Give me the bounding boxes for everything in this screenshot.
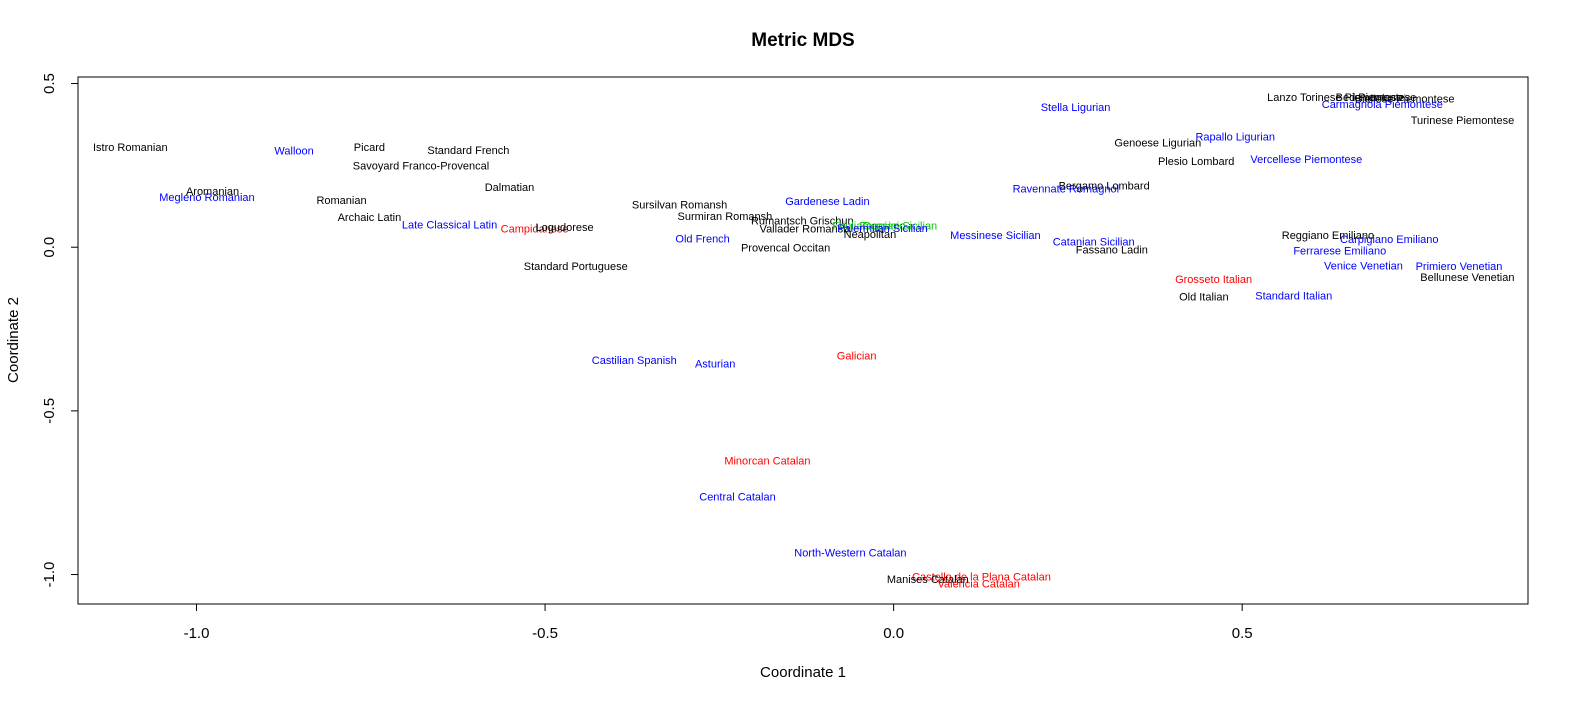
point-label: Biellese Piemontese xyxy=(1355,94,1455,106)
point-label: Grosseto Italian xyxy=(1175,274,1252,286)
y-axis: -1.0 -0.5 0.0 0.5 xyxy=(41,73,79,588)
point-label: Palermitan Sicilian xyxy=(837,223,927,235)
point-label: Carmagnola Piemontese xyxy=(1322,99,1443,111)
y-axis-label: Coordinate 2 xyxy=(5,297,22,383)
point-label: Turinese Piemontese xyxy=(1411,115,1515,127)
point-label: Venice Venetian xyxy=(1324,261,1403,273)
x-tick-label: 0.5 xyxy=(1232,625,1253,642)
y-tick-label: 0.5 xyxy=(41,73,58,94)
x-axis-label: Coordinate 1 xyxy=(760,664,846,681)
point-label: Istro Romanian xyxy=(93,142,168,154)
point-label: Rumantsch Grischun xyxy=(751,216,854,228)
point-label: Friulian xyxy=(832,221,868,233)
point-label: Galician xyxy=(837,351,877,363)
x-tick-label: -0.5 xyxy=(532,625,558,642)
point-label: Late Classical Latin xyxy=(402,220,497,232)
point-label: Picard xyxy=(354,142,385,154)
point-label: Messinese Sicilian xyxy=(950,230,1040,242)
point-label: North-Western Catalan xyxy=(794,548,906,560)
point-label: Ferrarese Emiliano xyxy=(1293,245,1386,257)
point-label: Archaic Latin xyxy=(338,212,402,224)
point-label: Neapolitan xyxy=(844,229,897,241)
point-label: Lanzo Torinese Piemontese xyxy=(1267,92,1403,104)
point-label: Ocasini Sicilian xyxy=(863,221,938,233)
point-label: Reggiano Emiliano xyxy=(1282,230,1374,242)
x-axis: -1.0 -0.5 0.0 0.5 xyxy=(184,603,1253,642)
point-label: Rapallo Ligurian xyxy=(1195,132,1275,144)
point-label: Bed Piemontese xyxy=(1336,92,1417,104)
point-label: Minorcan Catalan xyxy=(724,456,810,468)
point-label: Surmiran Romansh xyxy=(678,211,773,223)
y-tick-label: -0.5 xyxy=(41,398,58,424)
point-label: Vercellese Piemontese xyxy=(1250,154,1362,166)
point-label: Vallader Romansh xyxy=(760,224,850,236)
point-label: Bellunese Venetian xyxy=(1420,272,1514,284)
point-label: Plesio Lombard xyxy=(1158,156,1234,168)
point-label: Catanian Sicilian xyxy=(1053,236,1135,248)
point-label: Standard French xyxy=(427,145,509,157)
point-label: Dalmatian xyxy=(485,182,535,194)
chart-title: Metric MDS xyxy=(751,30,854,51)
point-label: Manises Catalan xyxy=(887,574,969,586)
point-label: Gardenese Ladin xyxy=(785,196,869,208)
y-tick-label: -1.0 xyxy=(41,562,58,588)
point-label: Stella Ligurian xyxy=(1041,102,1111,114)
point-label: Megleno Romanian xyxy=(159,192,254,204)
point-label: Ravennate Romagnol xyxy=(1013,184,1119,196)
point-label: Bergamo Lombard xyxy=(1059,180,1150,192)
point-label: Central Catalan xyxy=(699,492,775,504)
point-label: Standard Portuguese xyxy=(524,261,628,273)
point-label: Walloon xyxy=(274,145,313,157)
point-label: Carpigiano Emiliano xyxy=(1340,234,1438,246)
point-label: Fassano Ladin xyxy=(1076,245,1148,257)
point-label: Foggiano xyxy=(860,221,906,233)
point-label: Valencia Catalan xyxy=(937,578,1019,590)
point-label: Romanian xyxy=(316,195,366,207)
point-label: Provencal Occitan xyxy=(741,243,830,255)
point-label: Genoese Ligurian xyxy=(1114,137,1201,149)
point-label: Castello de la Plana Catalan xyxy=(912,572,1051,584)
point-label: Old Italian xyxy=(1179,291,1229,303)
y-tick-label: 0.0 xyxy=(41,237,58,258)
point-label: Old French xyxy=(675,234,729,246)
point-label: Logudorese xyxy=(536,222,594,234)
point-label: Sursilvan Romansh xyxy=(632,200,727,212)
point-label: Campidanese xyxy=(501,224,569,236)
x-tick-label: 0.0 xyxy=(883,625,904,642)
point-label: Savoyard Franco-Provencal xyxy=(353,160,489,172)
point-label: Aromanian xyxy=(186,186,239,198)
point-label: Asturian xyxy=(695,358,735,370)
point-label: Castilian Spanish xyxy=(592,355,677,367)
point-labels: Istro Romanian Walloon Picard Standard Fren… xyxy=(93,92,1514,590)
point-label: Primiero Venetian xyxy=(1416,261,1503,273)
x-tick-label: -1.0 xyxy=(184,625,210,642)
point-label: Standard Italian xyxy=(1255,291,1332,303)
